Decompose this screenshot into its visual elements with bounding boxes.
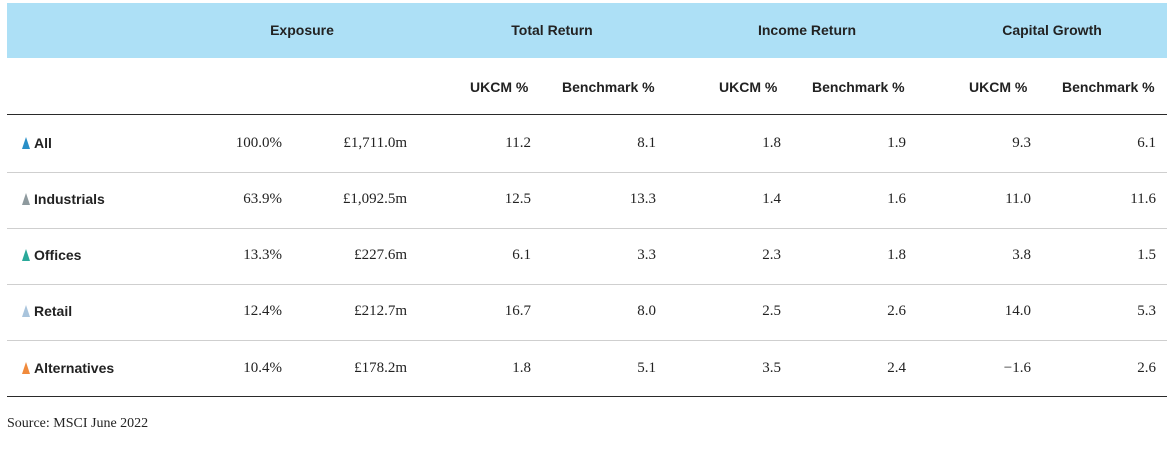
table-row: Retail 12.4% £212.7m 16.7 8.0 2.5 2.6 14.0 5.3 (7, 303, 1167, 323)
cell-cg-ukcm: −1.6 (1003, 360, 1031, 376)
table-row: All 100.0% £1,711.0m 11.2 8.1 1.8 1.9 9.3 6.1 (7, 135, 1167, 155)
subcol-tr-ukcm: UKCM % (470, 79, 529, 95)
table-bottom-rule (7, 396, 1167, 397)
cell-tr-ukcm: 1.8 (512, 360, 531, 376)
subcol-ir-ukcm: UKCM % (719, 79, 778, 95)
cell-cg-ukcm: 11.0 (1005, 191, 1031, 207)
row-divider (7, 172, 1167, 173)
source-note: Source: MSCI June 2022 (7, 416, 149, 431)
row-label-text: Retail (34, 303, 73, 319)
cell-tr-ukcm: 16.7 (504, 303, 531, 319)
cell-cg-bench: 1.5 (1137, 247, 1156, 263)
cell-exposure-pct: 100.0% (235, 135, 282, 151)
cell-ir-ukcm: 2.5 (762, 303, 781, 319)
cell-exposure-value: £212.7m (354, 303, 407, 319)
table-row: Offices 13.3% £227.6m 6.1 3.3 2.3 1.8 3.8 1.5 (7, 247, 1167, 267)
cell-exposure-value: £227.6m (354, 247, 407, 263)
cell-tr-bench: 13.3 (629, 191, 656, 207)
cell-exposure-value: £1,092.5m (342, 191, 407, 207)
triangle-icon (22, 137, 30, 149)
cell-tr-ukcm: 11.2 (505, 135, 531, 151)
cell-tr-bench: 3.3 (637, 247, 656, 263)
row-label-text: Alternatives (34, 360, 115, 376)
table-row: Industrials 63.9% £1,092.5m 12.5 13.3 1.4 1.6 1… (7, 191, 1167, 211)
row-label-text: Industrials (34, 191, 105, 207)
cell-ir-ukcm: 3.5 (762, 360, 781, 376)
cell-cg-bench: 11.6 (1130, 191, 1156, 207)
group-total-return: Total Return (511, 22, 593, 38)
row-divider (7, 284, 1167, 285)
cell-ir-bench: 1.8 (887, 247, 906, 263)
cell-ir-ukcm: 2.3 (762, 247, 781, 263)
cell-exposure-pct: 12.4% (243, 303, 282, 319)
cell-cg-ukcm: 14.0 (1004, 303, 1031, 319)
cell-tr-bench: 5.1 (637, 360, 656, 376)
table-row: Alternatives 10.4% £178.2m 1.8 5.1 3.5 2.4 −1.6… (7, 360, 1167, 380)
cell-ir-ukcm: 1.4 (762, 191, 781, 207)
subcol-ir-benchmark: Benchmark % (812, 79, 905, 95)
cell-ir-bench: 1.9 (887, 135, 906, 151)
cell-exposure-pct: 10.4% (243, 360, 282, 376)
cell-exposure-value: £1,711.0m (343, 135, 407, 151)
row-label: Industrials (22, 191, 105, 207)
cell-cg-bench: 6.1 (1137, 135, 1156, 151)
row-divider (7, 228, 1167, 229)
cell-tr-ukcm: 12.5 (504, 191, 531, 207)
triangle-icon (22, 362, 30, 374)
subcol-cg-benchmark: Benchmark % (1062, 79, 1155, 95)
cell-cg-ukcm: 3.8 (1012, 247, 1031, 263)
row-label: Offices (22, 247, 81, 263)
row-label-text: All (34, 135, 52, 151)
header-divider (7, 114, 1167, 115)
row-label-text: Offices (34, 247, 82, 263)
cell-exposure-pct: 13.3% (243, 247, 282, 263)
cell-tr-bench: 8.0 (637, 303, 656, 319)
triangle-icon (22, 193, 30, 205)
cell-tr-ukcm: 6.1 (512, 247, 531, 263)
cell-ir-ukcm: 1.8 (762, 135, 781, 151)
group-income-return: Income Return (757, 22, 856, 38)
cell-cg-bench: 2.6 (1137, 360, 1156, 376)
triangle-icon (22, 249, 30, 261)
cell-ir-bench: 1.6 (887, 191, 906, 207)
row-label: All (22, 135, 52, 151)
cell-cg-bench: 5.3 (1137, 303, 1156, 319)
row-label: Alternatives (22, 360, 114, 376)
cell-exposure-pct: 63.9% (243, 191, 282, 207)
group-header-bar: Exposure Total Return Income Return Capi… (7, 3, 1167, 58)
triangle-icon (22, 305, 30, 317)
cell-cg-ukcm: 9.3 (1012, 135, 1031, 151)
row-label: Retail (22, 303, 72, 319)
subcol-cg-ukcm: UKCM % (969, 79, 1028, 95)
subcol-tr-benchmark: Benchmark % (562, 79, 655, 95)
group-exposure: Exposure (270, 22, 334, 38)
row-divider (7, 340, 1167, 341)
cell-ir-bench: 2.6 (887, 303, 906, 319)
group-capital-growth: Capital Growth (1002, 22, 1102, 38)
cell-tr-bench: 8.1 (637, 135, 656, 151)
cell-ir-bench: 2.4 (887, 360, 906, 376)
cell-exposure-value: £178.2m (354, 360, 407, 376)
